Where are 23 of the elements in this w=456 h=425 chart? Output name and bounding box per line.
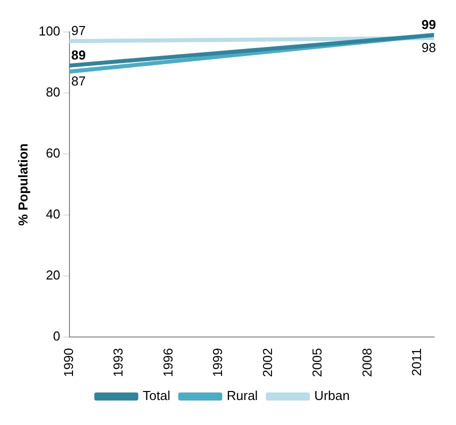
- x-tick-label: 1990: [60, 348, 76, 377]
- x-tick-label: 2011: [409, 348, 424, 376]
- data-label: 98: [422, 40, 436, 56]
- x-tick-label: 1993: [110, 348, 126, 377]
- x-tick-label: 1999: [210, 348, 226, 377]
- legend-label: Urban: [314, 388, 350, 404]
- x-tick-label: 1996: [160, 348, 176, 377]
- y-tick-label: 0: [53, 328, 60, 344]
- data-label: 89: [71, 48, 86, 63]
- data-label: 97: [71, 23, 86, 38]
- y-tick-label: 100: [38, 24, 60, 39]
- data-label: 87: [71, 74, 86, 89]
- x-tick-label: 2005: [310, 348, 325, 377]
- x-tick-label: 2002: [260, 348, 275, 377]
- data-label: 99: [422, 17, 436, 32]
- x-tick-label: 2008: [359, 348, 374, 377]
- y-tick-label: 60: [46, 146, 60, 161]
- y-tick-label: 20: [46, 268, 60, 283]
- y-tick-label: 80: [46, 84, 60, 100]
- legend-label: Rural: [226, 388, 258, 404]
- y-axis-title: % Population: [15, 143, 30, 226]
- legend-label: Total: [142, 388, 170, 404]
- y-tick-label: 40: [46, 206, 60, 222]
